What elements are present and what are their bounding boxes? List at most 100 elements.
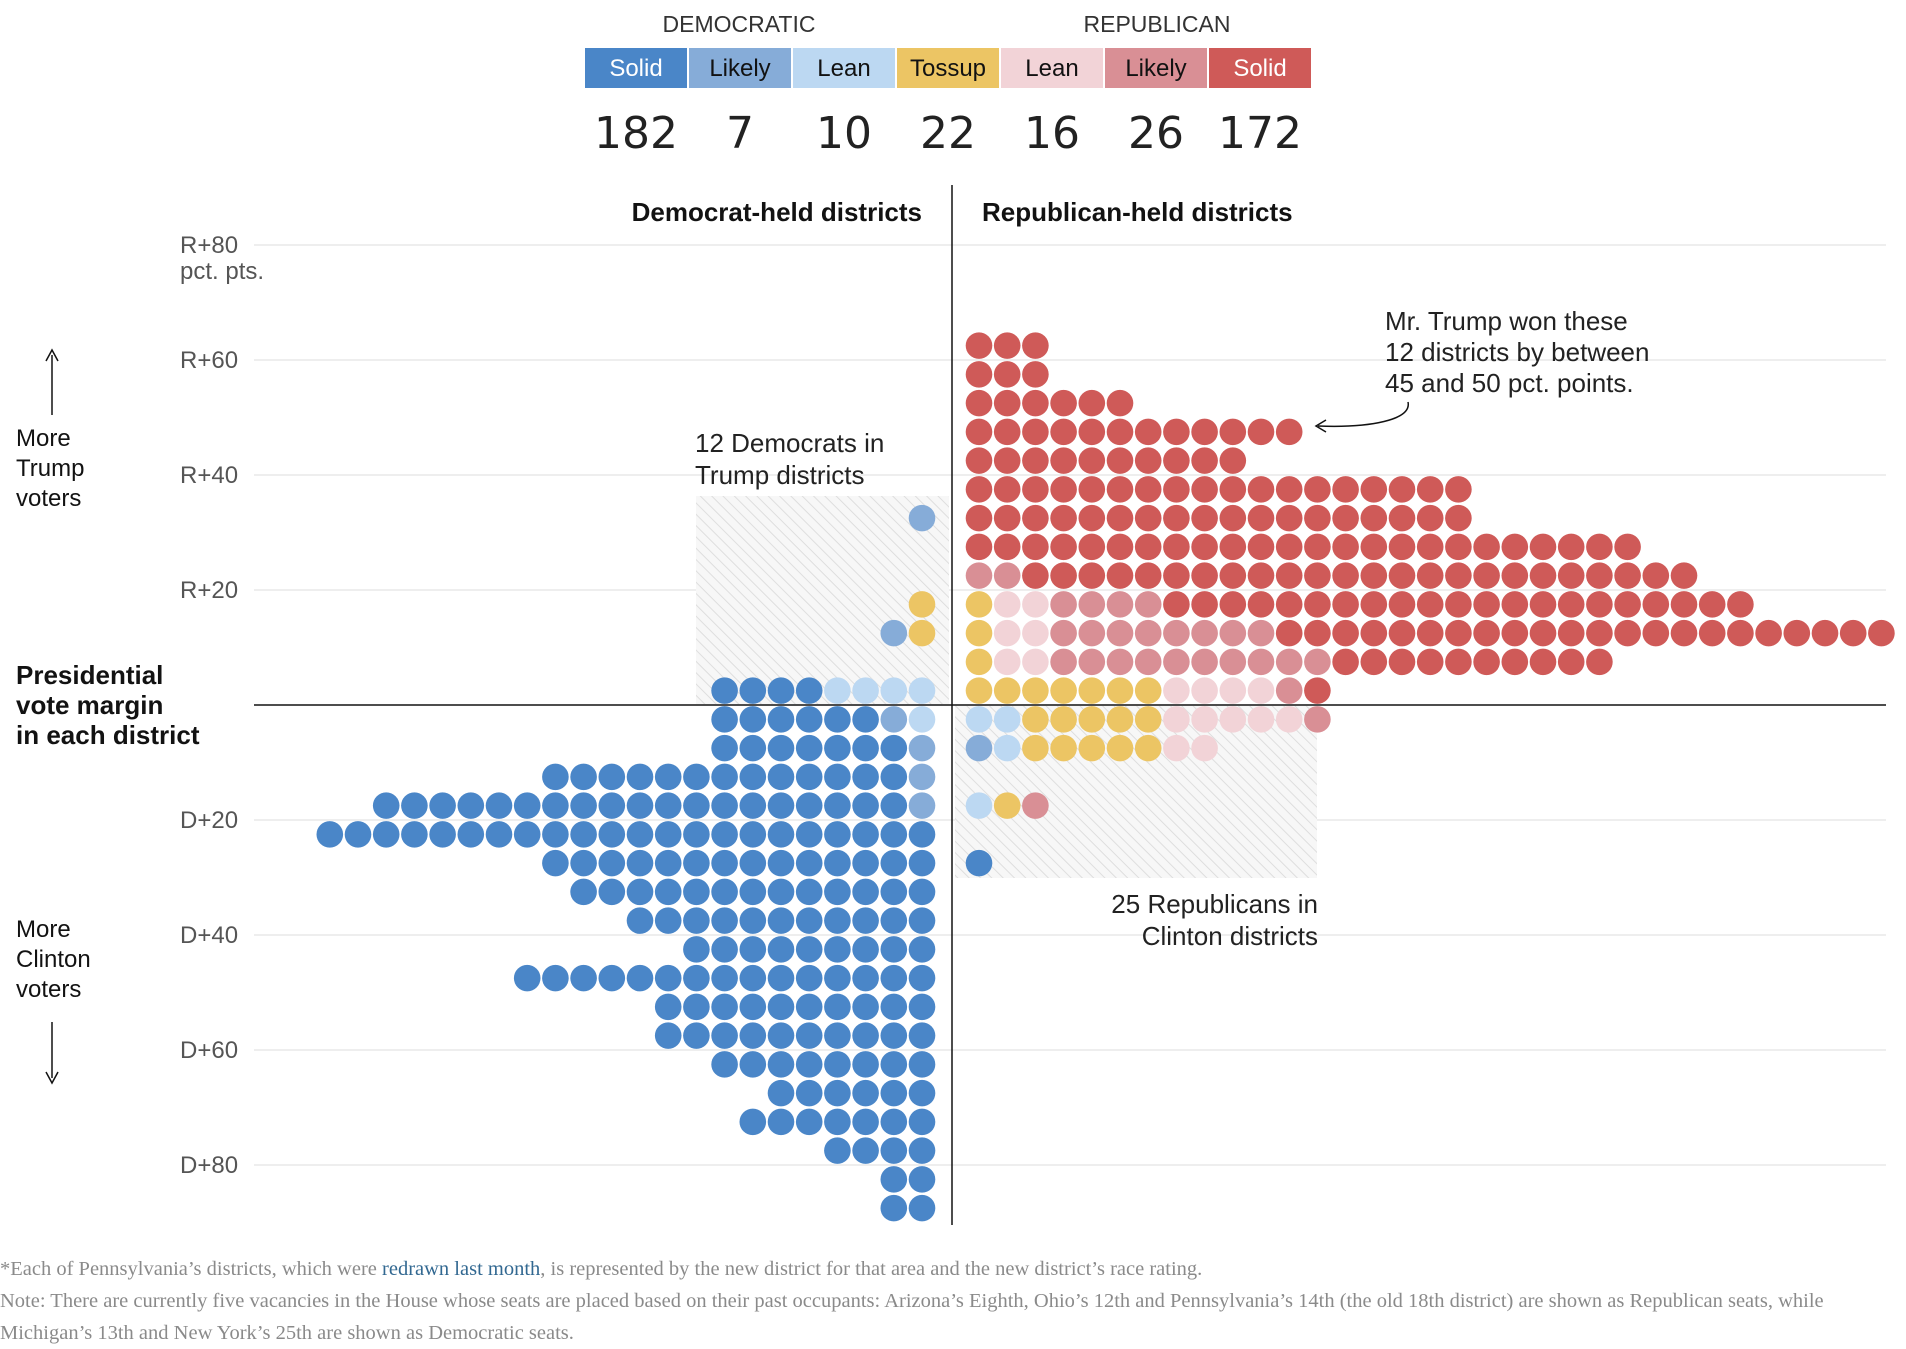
district-dot <box>908 792 936 819</box>
district-dot <box>1191 648 1218 676</box>
district-dot <box>1078 562 1106 589</box>
district-dot <box>1332 504 1359 532</box>
district-dot <box>908 504 936 532</box>
district-dot <box>1050 389 1077 417</box>
district-dot <box>795 993 823 1021</box>
rating-pill-6 <box>1209 48 1311 88</box>
district-dot <box>1670 562 1698 589</box>
district-dot <box>767 964 795 992</box>
y-tick-label: R+20 <box>180 577 238 604</box>
rating-pill-1 <box>689 48 791 88</box>
district-dot <box>1360 591 1388 618</box>
rating-pill-0 <box>585 48 687 88</box>
y-tick-label: D+20 <box>180 807 238 834</box>
district-dot <box>1586 648 1613 676</box>
district-dot <box>570 821 597 848</box>
district-dot <box>711 878 738 906</box>
district-dot <box>880 1108 908 1136</box>
annotation-rep-clinton: 25 Republicans in Clinton districts <box>1111 889 1318 951</box>
district-dot <box>1106 418 1134 446</box>
district-dot <box>1022 591 1049 618</box>
district-dot <box>1416 562 1444 589</box>
district-dot <box>1050 619 1077 647</box>
district-dot <box>965 706 993 733</box>
district-dot <box>542 849 569 877</box>
district-dot <box>1501 619 1529 647</box>
rating-pill-2 <box>793 48 895 88</box>
footnote-pennsylvania: *Each of Pennsylvania’s districts, which… <box>0 1258 1203 1280</box>
district-dot <box>1332 591 1359 618</box>
y-unit-label: pct. pts. <box>180 258 264 285</box>
district-dot <box>852 821 879 848</box>
district-dot <box>485 792 513 819</box>
district-dot <box>1247 677 1275 704</box>
district-dot <box>1529 619 1557 647</box>
district-dot <box>1106 677 1134 704</box>
district-dot <box>852 878 879 906</box>
district-dot <box>1275 504 1303 532</box>
district-dot <box>739 677 767 704</box>
district-dot <box>683 964 710 992</box>
district-dot <box>1078 533 1106 561</box>
district-dot <box>1022 562 1049 589</box>
district-dot <box>1078 591 1106 618</box>
district-dot <box>767 907 795 934</box>
district-dot <box>1191 533 1218 561</box>
rating-count: 7 <box>726 108 754 159</box>
district-dot <box>1614 562 1641 589</box>
district-dot <box>908 993 936 1021</box>
district-dot <box>1191 591 1218 618</box>
district-dot <box>824 821 851 848</box>
district-dot <box>767 706 795 733</box>
district-dot <box>767 1022 795 1049</box>
district-dot <box>1416 476 1444 503</box>
district-dot <box>1022 504 1049 532</box>
district-dot <box>795 1051 823 1078</box>
district-dot <box>626 878 654 906</box>
district-dot <box>739 936 767 963</box>
district-dot <box>965 677 993 704</box>
district-dot <box>570 849 597 877</box>
district-dot <box>965 849 993 877</box>
district-dot <box>626 964 654 992</box>
rating-count: 22 <box>920 108 976 159</box>
district-dot <box>711 1022 738 1049</box>
district-dot <box>654 792 682 819</box>
district-dot <box>908 619 936 647</box>
redrawn-link[interactable]: redrawn last month <box>382 1258 541 1280</box>
y-tick-label: D+40 <box>180 922 238 949</box>
district-dot <box>739 734 767 762</box>
district-dot <box>1388 476 1416 503</box>
district-dot <box>739 1108 767 1136</box>
district-dot <box>1332 562 1359 589</box>
district-dot <box>1868 619 1895 647</box>
district-dot <box>1134 562 1162 589</box>
district-dot <box>908 1108 936 1136</box>
democratic-header: DEMOCRATIC <box>663 11 816 37</box>
district-dot <box>908 849 936 877</box>
district-dot <box>993 332 1021 359</box>
district-dot <box>1275 476 1303 503</box>
district-dot <box>1275 648 1303 676</box>
district-dot <box>1360 533 1388 561</box>
district-dot <box>1022 648 1049 676</box>
district-dot <box>626 907 654 934</box>
district-dot <box>993 792 1021 819</box>
district-dot <box>626 792 654 819</box>
district-dot <box>1163 504 1190 532</box>
district-dot <box>739 964 767 992</box>
district-dot <box>1163 418 1190 446</box>
district-dot <box>795 907 823 934</box>
district-dot <box>965 332 993 359</box>
district-dot <box>1247 619 1275 647</box>
district-dot <box>993 591 1021 618</box>
district-dot <box>795 1079 823 1107</box>
district-dot <box>1416 591 1444 618</box>
district-dot <box>993 533 1021 561</box>
district-dot <box>908 734 936 762</box>
district-dot <box>993 648 1021 676</box>
district-dot <box>401 821 428 848</box>
district-dot <box>1078 619 1106 647</box>
district-dot <box>654 1022 682 1049</box>
district-dot <box>457 821 485 848</box>
